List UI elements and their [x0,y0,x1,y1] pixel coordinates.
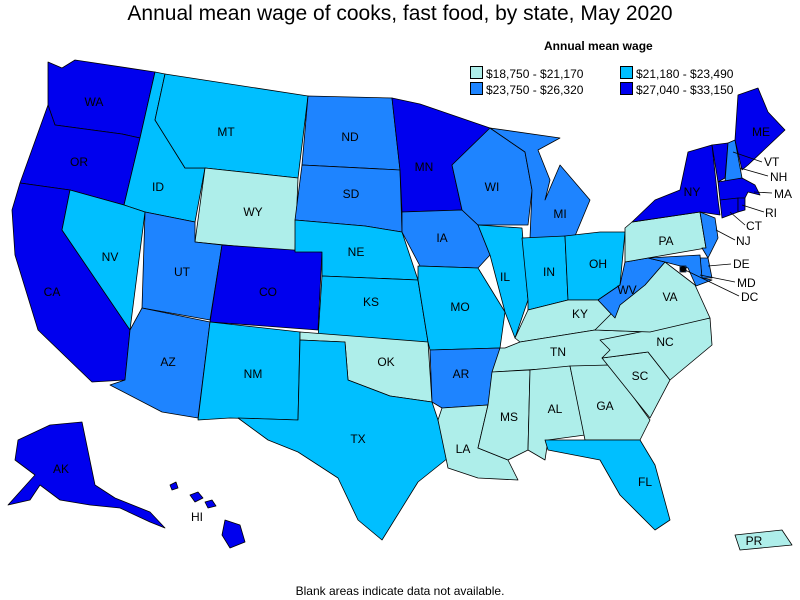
legend-label-1: $18,750 - $21,170 [486,67,584,81]
label-mi: MI [553,207,566,221]
label-sc: SC [632,369,649,383]
state-pr[interactable] [734,529,793,551]
legend-label-3: $23,750 - $26,320 [486,83,584,97]
legend-swatch-1 [470,66,483,79]
label-de: DE [733,257,750,271]
state-ak[interactable] [7,421,166,529]
label-al: AL [548,402,563,416]
label-nm: NM [244,367,263,381]
label-oh: OH [589,257,607,271]
label-or: OR [70,155,88,169]
label-md: MD [737,276,756,290]
legend-swatch-3 [470,82,483,95]
label-ne: NE [348,245,365,259]
label-ca: CA [44,285,61,299]
label-ct: CT [746,219,763,233]
label-in: IN [543,265,555,279]
legend-title: Annual mean wage [544,39,653,53]
label-nv: NV [102,250,119,264]
label-nc: NC [656,335,674,349]
state-ct[interactable] [719,197,739,219]
label-az: AZ [160,355,175,369]
label-nh: NH [770,170,787,184]
legend-item-4: $27,040 - $33,150 [620,82,733,97]
label-ia: IA [436,231,447,245]
state-ks[interactable] [317,275,429,343]
label-ny: NY [684,185,701,199]
footer-note: Blank areas indicate data not available. [295,584,505,598]
state-hi[interactable] [169,481,246,549]
legend-item-3: $23,750 - $26,320 [470,82,583,97]
state-ri[interactable] [737,197,746,213]
label-sd: SD [343,187,360,201]
legend-label-2: $21,180 - $23,490 [636,67,734,81]
map-title: Annual mean wage of cooks, fast food, by… [127,2,673,25]
label-wi: WI [485,180,500,194]
state-ny[interactable] [631,144,721,223]
label-me: ME [752,125,770,139]
label-mt: MT [217,125,235,139]
label-id: ID [152,180,164,194]
label-wa: WA [85,95,104,109]
label-ky: KY [572,307,588,321]
label-co: CO [259,285,277,299]
label-vt: VT [764,155,780,169]
label-mo: MO [450,300,469,314]
label-wv: WV [617,283,636,297]
legend-swatch-4 [620,82,633,95]
label-va: VA [662,290,677,304]
label-ms: MS [500,410,518,424]
label-nj: NJ [736,234,751,248]
label-mn: MN [415,160,434,174]
label-tn: TN [550,345,566,359]
legend-swatch-2 [620,66,633,79]
label-fl: FL [638,475,652,489]
label-tx: TX [350,432,365,446]
leader-lines [682,151,773,297]
label-ut: UT [174,265,191,279]
legend-label-4: $27,040 - $33,150 [636,83,734,97]
state-ma[interactable] [717,177,761,201]
label-nd: ND [341,130,359,144]
label-il: IL [500,270,510,284]
label-ok: OK [377,355,394,369]
state-nv[interactable] [61,189,146,331]
label-hi: HI [191,510,203,524]
state-tx[interactable] [237,339,449,541]
state-co[interactable] [209,244,323,331]
label-dc: DC [741,290,759,304]
label-ga: GA [596,399,613,413]
state-nc[interactable] [599,317,713,381]
label-la: LA [456,442,471,456]
state-mi[interactable] [489,127,591,239]
label-ar: AR [453,367,470,381]
legend-item-1: $18,750 - $21,170 [470,66,583,81]
label-ma: MA [774,187,792,201]
label-pa: PA [658,234,673,248]
label-ks: KS [363,295,379,309]
state-ga[interactable] [569,364,651,441]
label-ri: RI [765,206,777,220]
state-fl[interactable] [544,439,671,531]
state-md[interactable] [647,254,713,287]
label-pr: PR [746,534,763,548]
legend-item-2: $21,180 - $23,490 [620,66,733,81]
label-ak: AK [53,462,69,476]
label-wy: WY [243,205,262,219]
